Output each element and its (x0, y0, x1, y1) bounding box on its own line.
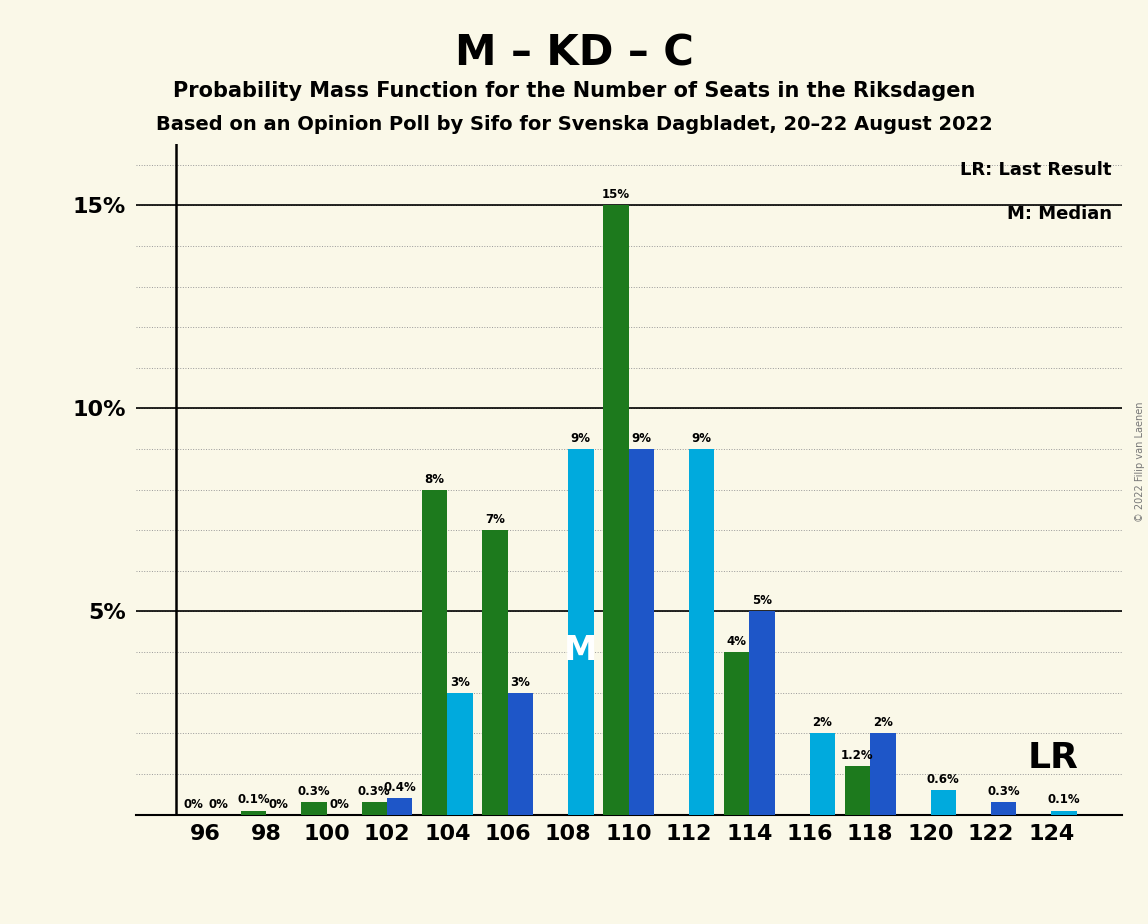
Text: 4%: 4% (727, 635, 746, 648)
Text: 0%: 0% (329, 797, 349, 810)
Text: 0%: 0% (209, 797, 228, 810)
Text: M – KD – C: M – KD – C (455, 32, 693, 74)
Text: © 2022 Filip van Laenen: © 2022 Filip van Laenen (1135, 402, 1145, 522)
Text: Probability Mass Function for the Number of Seats in the Riksdagen: Probability Mass Function for the Number… (173, 81, 975, 102)
Text: 5%: 5% (752, 594, 773, 607)
Bar (629, 449, 654, 815)
Bar (1052, 810, 1077, 815)
Text: 0.3%: 0.3% (297, 785, 331, 798)
Text: 0.1%: 0.1% (1048, 794, 1080, 807)
Text: 9%: 9% (631, 432, 651, 445)
Bar (603, 205, 629, 815)
Text: 2%: 2% (813, 716, 832, 729)
Bar (724, 652, 750, 815)
Text: 0.4%: 0.4% (383, 782, 416, 795)
Bar (241, 810, 266, 815)
Bar (750, 612, 775, 815)
Text: 15%: 15% (602, 188, 630, 201)
Bar (507, 693, 533, 815)
Bar (362, 802, 387, 815)
Text: 0.6%: 0.6% (926, 773, 960, 786)
Text: 3%: 3% (511, 675, 530, 688)
Text: 1.2%: 1.2% (841, 748, 874, 761)
Bar (870, 734, 895, 815)
Text: LR: Last Result: LR: Last Result (960, 161, 1111, 179)
Text: LR: LR (1027, 741, 1078, 774)
Text: 0%: 0% (269, 797, 289, 810)
Bar (482, 530, 507, 815)
Text: 0.3%: 0.3% (987, 785, 1019, 798)
Text: 8%: 8% (425, 472, 444, 486)
Text: M: Median: M: Median (1007, 205, 1111, 223)
Bar (931, 790, 956, 815)
Bar (448, 693, 473, 815)
Text: 0.1%: 0.1% (238, 794, 270, 807)
Text: Based on an Opinion Poll by Sifo for Svenska Dagbladet, 20–22 August 2022: Based on an Opinion Poll by Sifo for Sve… (156, 115, 992, 134)
Bar (387, 798, 412, 815)
Text: 2%: 2% (872, 716, 893, 729)
Bar (689, 449, 714, 815)
Text: 3%: 3% (450, 675, 470, 688)
Text: 9%: 9% (571, 432, 591, 445)
Text: 7%: 7% (486, 513, 505, 526)
Text: 9%: 9% (691, 432, 712, 445)
Bar (845, 766, 870, 815)
Bar (301, 802, 326, 815)
Text: 0%: 0% (184, 797, 203, 810)
Text: 0.3%: 0.3% (358, 785, 390, 798)
Bar (568, 449, 594, 815)
Text: M: M (564, 634, 597, 666)
Bar (991, 802, 1016, 815)
Bar (809, 734, 835, 815)
Bar (422, 490, 448, 815)
